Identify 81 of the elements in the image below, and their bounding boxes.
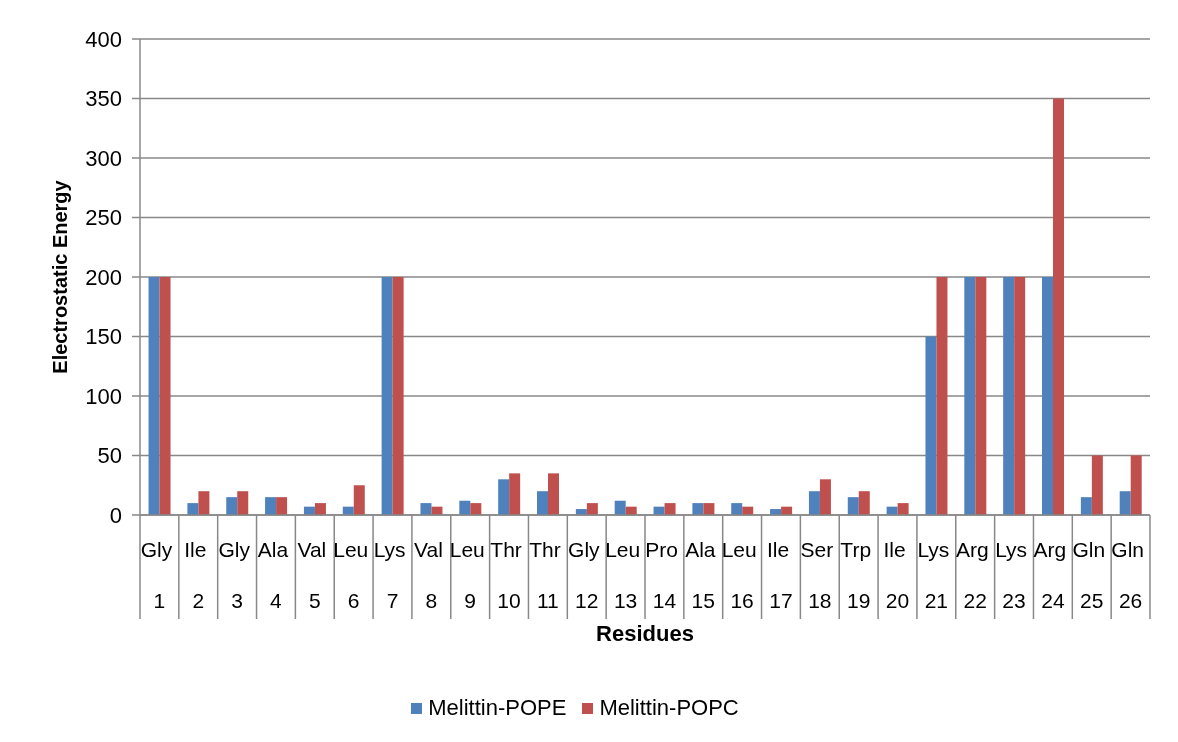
y-tick-label: 0: [109, 502, 122, 528]
bar: [459, 500, 471, 515]
y-tick-label: 200: [85, 264, 122, 290]
bar: [265, 497, 277, 515]
bar: [1130, 455, 1142, 515]
bar: [858, 491, 870, 515]
bar: [226, 497, 238, 515]
category-label: Trp 19: [840, 538, 872, 612]
bar: [586, 503, 598, 515]
bar: [276, 497, 288, 515]
category-label: Gly 12: [568, 538, 600, 612]
category-label: Leu 13: [605, 538, 641, 612]
bar: [187, 503, 199, 515]
bar: [819, 479, 831, 515]
bar: [936, 277, 948, 515]
category-label: Ile 20: [883, 538, 910, 612]
bar: [159, 277, 171, 515]
bar: [420, 503, 432, 515]
category-label: Thr 11: [529, 538, 561, 612]
y-tick-label: 300: [85, 145, 122, 171]
category-label: Ala 4: [257, 538, 289, 612]
bar: [353, 485, 365, 515]
bar: [847, 497, 859, 515]
bar: [703, 503, 715, 515]
category-label: Gly 1: [140, 538, 173, 612]
bar: [1119, 491, 1131, 515]
bar: [314, 503, 326, 515]
bar: [964, 277, 976, 515]
category-label: Gln 25: [1072, 538, 1106, 612]
category-label: Leu 6: [333, 538, 369, 612]
bar: [1014, 277, 1026, 515]
bar: [1053, 98, 1065, 515]
bar: [692, 503, 704, 515]
category-label: Val 8: [414, 538, 443, 612]
category-label: Arg 22: [955, 538, 989, 612]
bar: [1003, 277, 1015, 515]
category-label: Ser 18: [800, 538, 834, 612]
category-label: Ala 15: [685, 538, 716, 612]
category-label: Gly 3: [218, 538, 250, 612]
category-label: Leu 16: [721, 538, 757, 612]
category-label: Ile 17: [766, 538, 793, 612]
legend-label: Melittin-POPE: [428, 695, 567, 721]
category-label: Gln 26: [1111, 538, 1144, 612]
category-label: Ile 2: [184, 538, 207, 612]
category-label: Pro 14: [645, 538, 678, 612]
category-label: Arg 24: [1033, 538, 1067, 612]
bar: [470, 503, 482, 515]
category-label: Leu 9: [449, 538, 485, 612]
x-axis-title: Residues: [596, 620, 694, 646]
bar: [1091, 455, 1103, 515]
bar: [897, 503, 909, 515]
bar: [1042, 277, 1054, 515]
y-tick-label: 350: [85, 86, 122, 112]
bar: [925, 336, 937, 515]
y-tick-label: 400: [85, 26, 122, 52]
category-label: Thr 10: [490, 538, 522, 612]
bar: [392, 277, 404, 515]
bar: [548, 473, 560, 515]
y-tick-label: 100: [85, 383, 122, 409]
bar: [198, 491, 210, 515]
category-label: Lys 23: [995, 538, 1028, 612]
category-label: Lys 21: [917, 538, 950, 612]
y-tick-label: 250: [85, 205, 122, 231]
category-label: Val 5: [297, 538, 327, 612]
legend-label: Melittin-POPC: [599, 695, 739, 721]
bar: [509, 473, 521, 515]
bar: [614, 500, 626, 515]
bar: [975, 277, 987, 515]
bar: [664, 503, 676, 515]
bar: [381, 277, 393, 515]
bar: [148, 277, 160, 515]
bar: [731, 503, 743, 515]
bar: [237, 491, 249, 515]
category-label: Lys 7: [373, 538, 406, 612]
y-axis-title: Electrostatic Energy: [49, 179, 71, 374]
bar: [1080, 497, 1092, 515]
bar: [498, 479, 510, 515]
bar: [808, 491, 820, 515]
y-tick-label: 150: [85, 324, 122, 350]
y-tick-label: 50: [97, 443, 122, 469]
bar: [537, 491, 549, 515]
